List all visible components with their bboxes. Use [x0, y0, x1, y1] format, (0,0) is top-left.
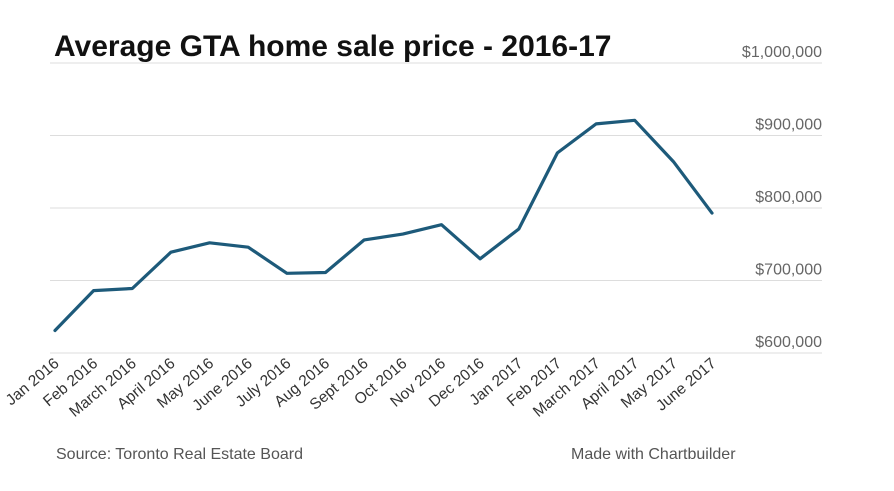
series-group [53, 118, 714, 333]
y-tick-label: $700,000 [755, 262, 822, 279]
source-note: Source: Toronto Real Estate Board [56, 446, 303, 463]
y-axis-tick-labels: $600,000 $700,000 $800,000 $900,000 $1,000,0… [742, 44, 822, 351]
y-tick-label: $900,000 [755, 117, 822, 134]
chart-title: Average GTA home sale price - 2016-17 [54, 30, 612, 63]
y-tick-label: $800,000 [755, 189, 822, 206]
series-line [53, 118, 714, 333]
y-tick-label: $600,000 [755, 334, 822, 351]
gridlines [50, 62, 822, 354]
y-tick-label: $1,000,000 [742, 44, 822, 61]
credit-note: Made with Chartbuilder [571, 446, 736, 463]
